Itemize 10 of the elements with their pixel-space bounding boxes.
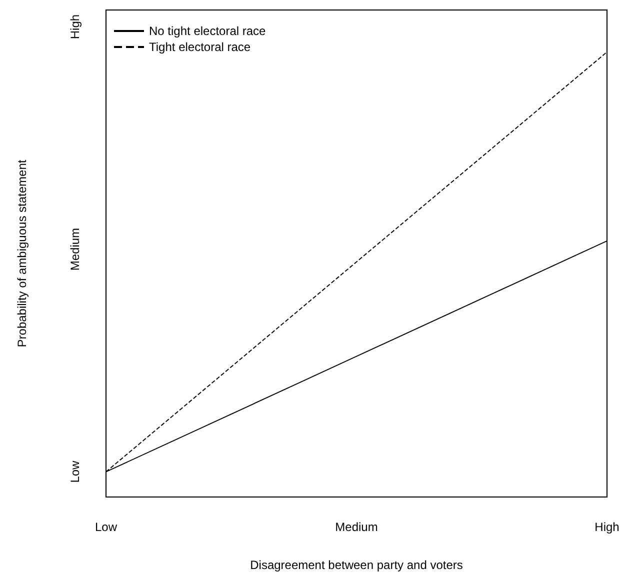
- text: High: [68, 14, 82, 40]
- legend-label: Tight electoral race: [149, 40, 251, 54]
- x-tick-label: Medium: [335, 520, 378, 534]
- x-tick-label: Low: [94, 520, 118, 534]
- annotation: Medium: [68, 228, 82, 271]
- x-axis-title: Disagreement between party and voters: [250, 558, 463, 572]
- y-axis-title: Probability of ambiguous statement: [15, 159, 29, 348]
- legend-label: No tight electoral race: [149, 24, 266, 38]
- annotation: Low: [68, 460, 82, 483]
- x-tick-label: High: [594, 520, 620, 534]
